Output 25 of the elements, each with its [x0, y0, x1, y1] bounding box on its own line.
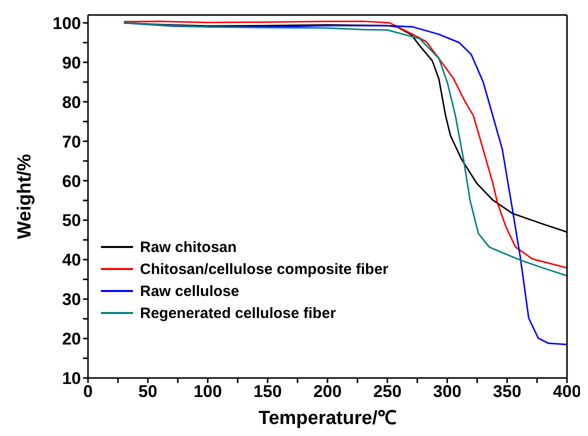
- y-tick-label: 60: [62, 172, 81, 191]
- y-tick-label: 10: [62, 369, 81, 388]
- x-tick-label: 250: [373, 382, 402, 402]
- y-tick-label: 20: [62, 330, 81, 349]
- line-series: [123, 22, 567, 346]
- y-tick-label: 70: [62, 132, 81, 152]
- x-tick-label: 200: [313, 382, 342, 402]
- y-axis-title: Weight/%: [14, 154, 36, 240]
- x-tick-label: 350: [492, 382, 522, 402]
- x-tick-label: 300: [433, 382, 462, 402]
- y-tick-label: 80: [62, 92, 81, 112]
- legend-label: Raw chitosan: [140, 238, 237, 256]
- y-tick-label: 100: [52, 14, 81, 33]
- legend-label: Regenerated cellulose fiber: [140, 304, 336, 322]
- x-tick-label: 50: [138, 382, 158, 402]
- legend-label: Chitosan/cellulose composite fiber: [140, 260, 388, 278]
- y-tick-label: 30: [62, 290, 81, 310]
- x-tick-label: 100: [194, 382, 222, 402]
- y-tick-label: 90: [62, 53, 81, 72]
- x-tick-label: 150: [253, 382, 282, 402]
- y-tick-label: 40: [62, 250, 81, 270]
- legend-label: Raw cellulose: [140, 282, 240, 300]
- x-tick-label: 0: [83, 382, 93, 402]
- y-tick-label: 50: [62, 211, 81, 230]
- x-axis-title: Temperature/℃: [258, 408, 396, 429]
